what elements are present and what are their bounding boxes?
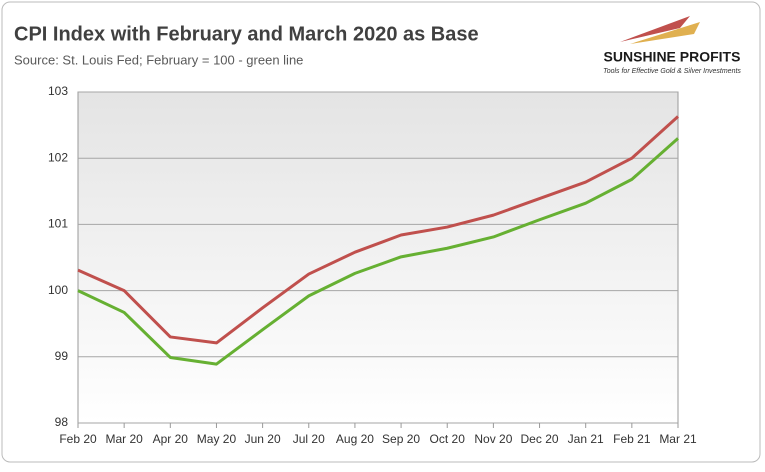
logo-name: SUNSHINE PROFITS	[604, 49, 741, 65]
logo-icon	[620, 16, 690, 42]
logo-tagline: Tools for Effective Gold & Silver Invest…	[603, 68, 741, 75]
x-tick-label: Oct 20	[430, 432, 466, 446]
x-tick-label: Dec 20	[521, 432, 559, 446]
y-tick-label: 101	[48, 217, 68, 231]
x-tick-label: Mar 20	[105, 432, 143, 446]
chart-title: CPI Index with February and March 2020 a…	[14, 23, 479, 45]
x-tick-label: May 20	[197, 432, 237, 446]
logo-icon	[630, 22, 700, 44]
x-tick-label: Feb 21	[613, 432, 651, 446]
chart-subtitle: Source: St. Louis Fed; February = 100 - …	[14, 52, 303, 67]
y-tick-label: 99	[55, 349, 69, 363]
x-tick-label: Nov 20	[474, 432, 512, 446]
y-tick-label: 100	[48, 283, 68, 297]
y-tick-label: 98	[55, 415, 69, 429]
x-tick-label: Aug 20	[336, 432, 374, 446]
x-tick-label: Jan 21	[568, 432, 604, 446]
x-tick-label: Mar 21	[659, 432, 697, 446]
x-tick-label: Apr 20	[153, 432, 189, 446]
line-series	[77, 137, 679, 366]
x-tick-label: Jun 20	[245, 432, 281, 446]
x-tick-label: Jul 20	[293, 432, 325, 446]
x-tick-label: Feb 20	[59, 432, 97, 446]
y-tick-label: 102	[48, 150, 68, 164]
plot-area	[77, 91, 679, 424]
y-tick-label: 103	[48, 84, 68, 98]
line-series	[77, 115, 680, 345]
x-tick-label: Sep 20	[382, 432, 420, 446]
